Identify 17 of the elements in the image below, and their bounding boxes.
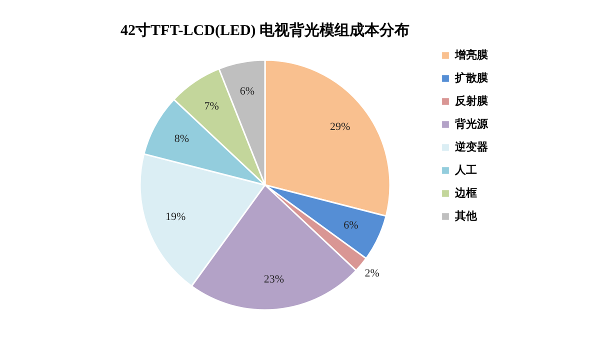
data-label: 6%	[240, 86, 255, 98]
legend-label: 边框	[454, 186, 477, 200]
chart-title: 42寸TFT-LCD(LED) 电视背光模组成本分布	[120, 22, 410, 39]
data-label: 2%	[364, 268, 380, 280]
data-label: 6%	[344, 219, 358, 232]
legend-label: 背光源	[454, 118, 489, 130]
data-label: 8%	[174, 133, 190, 146]
legend-label: 扩散膜	[454, 72, 489, 84]
legend-label: 其他	[454, 210, 478, 222]
legend-label: 反射膜	[454, 94, 489, 108]
legend-label: 增亮膜	[454, 48, 489, 62]
data-label: 7%	[204, 100, 219, 112]
data-label: 29%	[330, 120, 350, 133]
data-label: 19%	[166, 211, 186, 224]
legend-label: 逆变器	[454, 140, 488, 154]
data-label: 23%	[264, 274, 284, 286]
legend-label: 人工	[454, 164, 477, 176]
